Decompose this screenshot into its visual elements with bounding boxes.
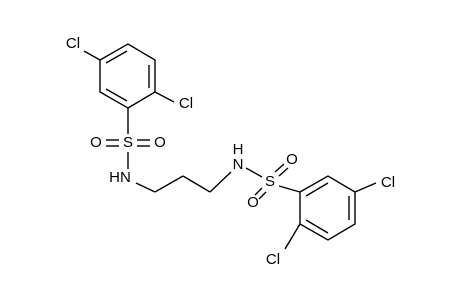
bond <box>105 88 128 102</box>
atom-label: Cl <box>266 251 280 268</box>
bond <box>245 167 263 178</box>
bond <box>258 191 267 200</box>
bond <box>284 223 301 250</box>
atom-label: Cl <box>381 174 395 191</box>
bond <box>154 91 175 103</box>
bond <box>209 171 232 193</box>
bond <box>305 182 329 197</box>
atom-label: S <box>123 134 133 151</box>
bond <box>305 219 329 234</box>
atom-label: O <box>286 151 298 168</box>
bonds <box>83 43 377 250</box>
bond <box>105 50 128 64</box>
bond <box>135 182 156 193</box>
bond <box>254 187 263 196</box>
ring <box>299 175 356 241</box>
bond <box>83 50 101 61</box>
bond <box>182 175 211 193</box>
atom-label: O <box>247 194 259 211</box>
bond <box>274 163 285 173</box>
ring <box>99 43 156 109</box>
atom-label: H <box>233 141 244 158</box>
atom-label: O <box>90 134 102 151</box>
bond <box>278 167 289 177</box>
bond <box>278 185 301 193</box>
atom-label: Cl <box>66 35 80 52</box>
bond <box>354 182 377 193</box>
atom-labels: Cl Cl O S O HN H N O S O Cl Cl <box>66 35 395 268</box>
atom-label: Cl <box>179 95 193 112</box>
atom-label: N <box>233 156 244 173</box>
atom-label: HN <box>109 169 131 186</box>
atom-label: O <box>154 134 166 151</box>
bond <box>154 175 184 193</box>
atom-label: S <box>265 173 275 190</box>
